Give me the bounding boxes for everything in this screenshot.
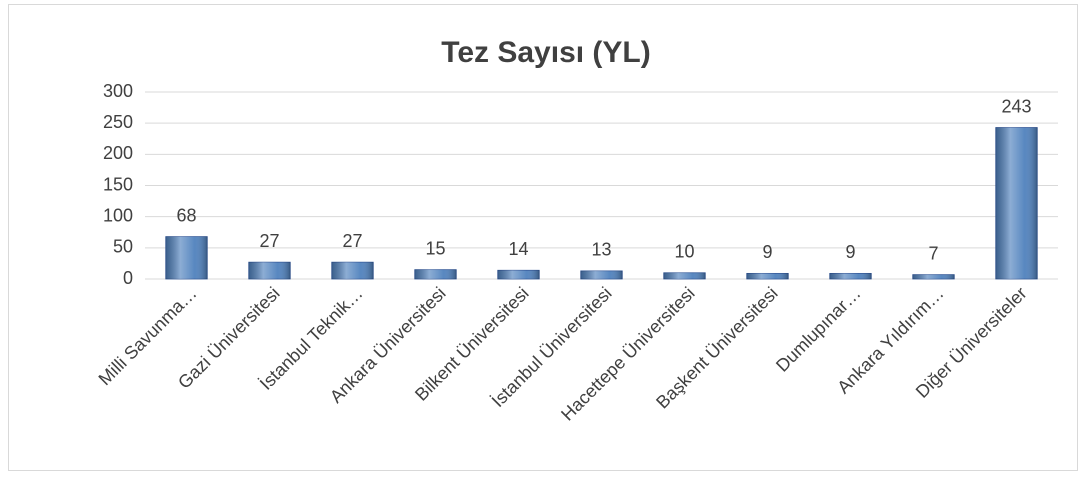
bar-shine [746, 273, 789, 279]
y-tick-label: 0 [123, 268, 133, 288]
y-tick-label: 50 [113, 237, 133, 257]
y-tick-label: 100 [103, 205, 133, 225]
bar-shine [912, 274, 955, 279]
data-label: 14 [508, 239, 528, 259]
data-label: 9 [762, 242, 772, 262]
chart-title: Tez Sayısı (YL) [441, 36, 651, 69]
bar-shine [995, 127, 1038, 279]
y-tick-label: 200 [103, 143, 133, 163]
y-tick-label: 300 [103, 81, 133, 101]
data-label: 243 [1001, 96, 1031, 116]
bar-shine [829, 273, 872, 279]
y-tick-label: 250 [103, 112, 133, 132]
bar-shine [414, 269, 457, 279]
bar-shine [331, 262, 374, 279]
bar-shine [497, 270, 540, 279]
bar-shine [663, 272, 706, 279]
data-label: 7 [928, 243, 938, 263]
data-label: 13 [591, 240, 611, 260]
data-label: 15 [425, 238, 445, 258]
bar-shine [248, 262, 291, 279]
data-label: 68 [176, 205, 196, 225]
data-label: 27 [259, 231, 279, 251]
bar-shine [580, 270, 623, 279]
y-tick-label: 150 [103, 174, 133, 194]
data-label: 9 [845, 242, 855, 262]
data-label: 10 [674, 242, 694, 262]
bar-shine [165, 236, 208, 279]
data-label: 27 [342, 231, 362, 251]
